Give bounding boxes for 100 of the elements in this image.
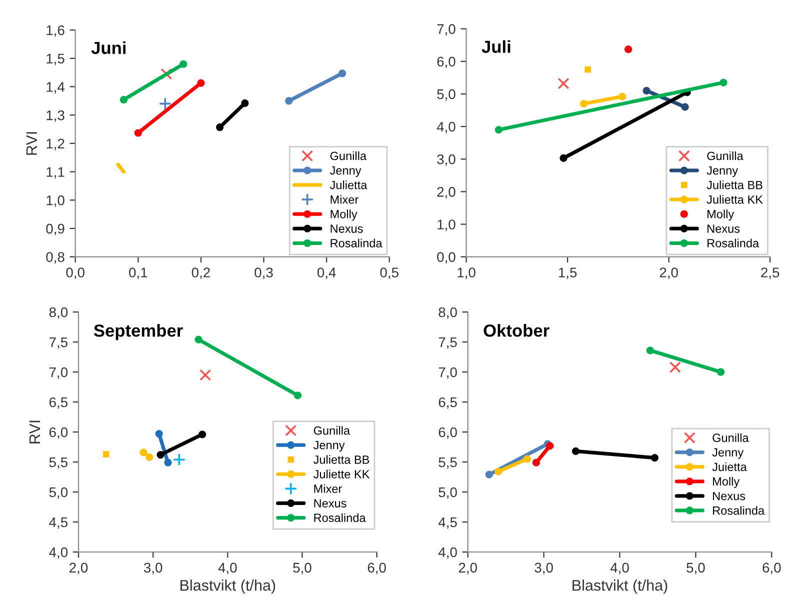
x-tick-label: 0,2 xyxy=(192,268,210,280)
legend-label: Molly xyxy=(713,476,740,488)
legend-label: Nexus xyxy=(708,224,740,233)
text: Oktober xyxy=(484,324,550,337)
point xyxy=(285,97,293,105)
point xyxy=(584,66,591,73)
legend-label: Julietta BB xyxy=(313,455,370,464)
point xyxy=(624,46,632,54)
y-tick-label: 1,3 xyxy=(46,110,64,122)
legend-label: Julietta BB xyxy=(706,180,762,190)
x-axis-title: Blastvikt (t/ha) xyxy=(572,580,668,594)
y-tick-label: 1,5 xyxy=(46,54,64,66)
y-tick-label: 1,0 xyxy=(46,195,64,207)
y-tick-label: 8,0 xyxy=(49,307,68,319)
y-tick-label: 0,9 xyxy=(46,224,64,236)
point xyxy=(669,361,681,373)
y-tick-label: 4,0 xyxy=(49,547,68,559)
text: Juni xyxy=(91,41,126,54)
y-tick-label: 6,5 xyxy=(438,397,457,409)
y-tick-label: 4,5 xyxy=(438,517,457,529)
y-tick-label: 6,0 xyxy=(49,427,68,439)
y-tick-label: 0,0 xyxy=(437,252,456,264)
legend-label: Gunilla xyxy=(314,426,350,435)
point xyxy=(646,346,654,354)
point xyxy=(134,129,142,137)
point xyxy=(197,79,205,87)
point xyxy=(494,468,502,476)
legend-label: Julietta xyxy=(330,180,368,190)
x-tick-label: 3,0 xyxy=(144,562,162,574)
point xyxy=(216,123,224,132)
y-tick-label: 8,0 xyxy=(438,307,457,319)
x-tick-label: 0,4 xyxy=(317,268,336,280)
x-tick-label: 1,5 xyxy=(558,268,577,280)
legend-label: Juliette KK xyxy=(313,470,370,478)
point xyxy=(194,336,202,344)
point xyxy=(198,430,206,438)
y-tick-label: 1,2 xyxy=(46,138,64,150)
point xyxy=(532,458,540,466)
x-tick-label: 2,5 xyxy=(761,268,780,280)
y-tick-label: 4,0 xyxy=(438,547,457,559)
y-tick-label: 5,0 xyxy=(49,487,68,499)
x-tick-label: 0,1 xyxy=(129,268,148,280)
point xyxy=(200,369,212,381)
y-tick-label: 2,0 xyxy=(437,186,456,198)
point xyxy=(155,430,163,438)
legend-label: Mixer xyxy=(314,484,342,493)
y-tick-label: 4,5 xyxy=(49,517,68,529)
y-tick-label: 1,1 xyxy=(46,167,64,179)
legend-label: Rosalinda xyxy=(330,238,382,248)
point xyxy=(716,368,725,376)
x-tick-label: 5,0 xyxy=(686,562,705,574)
point xyxy=(572,447,580,456)
y-tick-label: 6,5 xyxy=(49,397,68,409)
y-tick-label: 1,6 xyxy=(46,25,64,37)
y-tick-label: 7,0 xyxy=(438,367,457,379)
x-tick-label: 6,0 xyxy=(368,562,386,574)
point xyxy=(546,442,554,450)
legend-label: Gunilla xyxy=(330,151,367,160)
x-tick-label: 0,3 xyxy=(254,268,273,280)
point xyxy=(156,450,164,459)
point xyxy=(523,455,531,463)
y-tick-label: 7,0 xyxy=(437,24,456,36)
y-axis-title: RVI xyxy=(30,420,40,444)
x-tick-label: 4,0 xyxy=(610,562,629,574)
x-tick-label: 0,5 xyxy=(380,268,398,280)
x-tick-label: 4,0 xyxy=(218,562,237,574)
point xyxy=(241,99,249,107)
y-tick-label: 6,0 xyxy=(438,427,457,439)
legend-label: Mixer xyxy=(330,195,358,204)
point xyxy=(681,103,689,111)
point xyxy=(164,458,172,466)
point xyxy=(146,453,154,462)
legend-label: Rosalinda xyxy=(708,238,760,248)
legend-label: Gunilla xyxy=(712,433,749,442)
x-tick-label: 2,0 xyxy=(70,562,88,574)
x-tick-label: 2,0 xyxy=(458,562,477,574)
x-tick-label: 3,0 xyxy=(534,562,553,574)
point xyxy=(618,92,626,100)
legend-label: Julietta KK xyxy=(706,195,763,204)
legend-label: Juietta xyxy=(712,462,747,472)
legend-label: Rosalinda xyxy=(314,513,366,522)
x-tick-label: 0,0 xyxy=(66,268,84,280)
text: September xyxy=(94,324,183,340)
y-axis-title: RVI xyxy=(26,132,37,155)
point xyxy=(180,60,188,68)
point xyxy=(642,86,650,95)
point xyxy=(294,392,302,400)
legend-label: Molly xyxy=(330,210,358,221)
point xyxy=(120,96,128,104)
point xyxy=(580,100,588,108)
point xyxy=(338,70,346,78)
point xyxy=(560,154,568,162)
legend-label: Gunilla xyxy=(707,151,744,160)
y-tick-label: 5,0 xyxy=(437,89,456,101)
y-tick-label: 7,5 xyxy=(438,337,457,349)
point xyxy=(158,97,172,110)
y-tick-label: 0,8 xyxy=(46,252,64,264)
point xyxy=(172,453,186,466)
legend-label: Jenny xyxy=(330,166,362,177)
y-tick-label: 7,5 xyxy=(49,337,68,349)
